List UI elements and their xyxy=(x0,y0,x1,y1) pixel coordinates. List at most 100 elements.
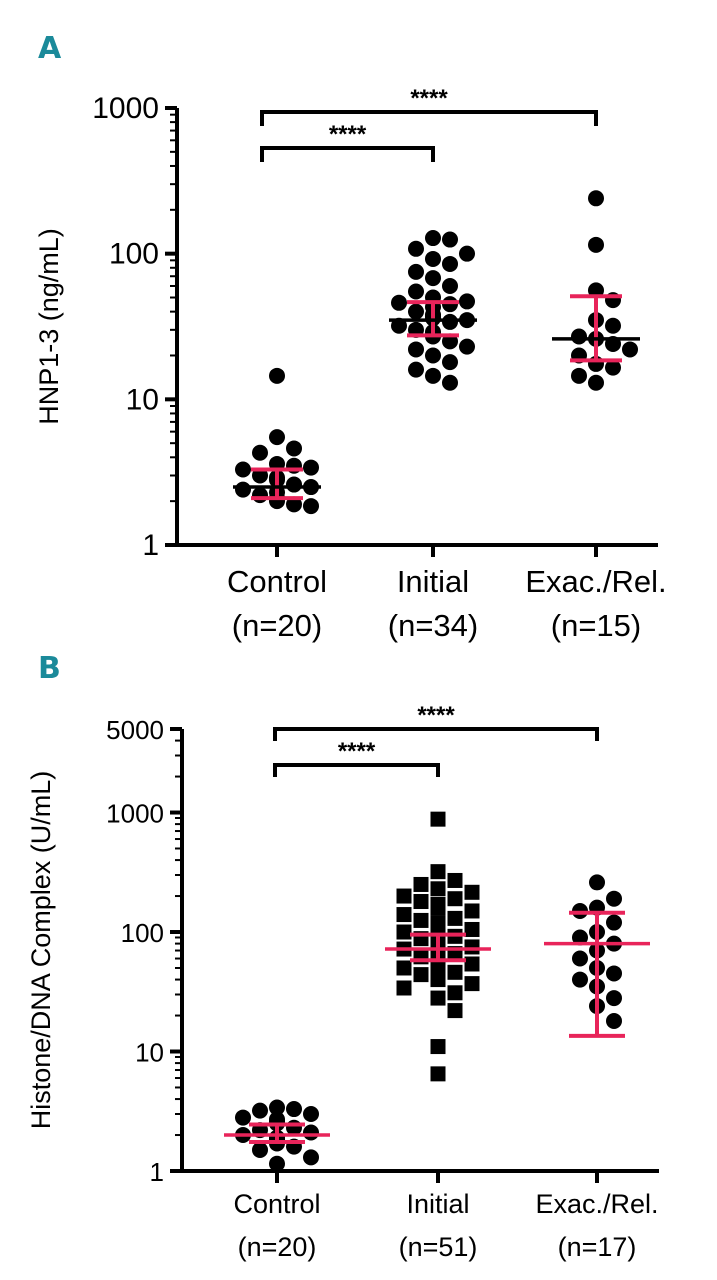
data-point xyxy=(408,361,424,378)
data-point xyxy=(252,1102,268,1119)
category-label: Exac./Rel. xyxy=(525,564,666,599)
data-point xyxy=(459,338,475,355)
y-tick-label: 10 xyxy=(126,383,159,416)
data-point xyxy=(622,341,638,358)
data-point xyxy=(396,960,412,976)
data-point xyxy=(252,1141,268,1158)
y-tick-label: 10 xyxy=(135,1038,164,1068)
data-point xyxy=(572,950,588,967)
data-point xyxy=(464,884,480,900)
data-point xyxy=(464,939,480,955)
significance-label: **** xyxy=(329,121,367,148)
data-point xyxy=(303,498,319,515)
data-point xyxy=(464,903,480,919)
data-point xyxy=(571,367,587,384)
data-point xyxy=(589,874,605,891)
data-point xyxy=(286,1101,302,1118)
significance-label: **** xyxy=(417,702,455,729)
data-point xyxy=(408,263,424,280)
data-point xyxy=(606,1013,622,1030)
data-point xyxy=(442,277,458,294)
significance-bracket xyxy=(260,146,435,162)
category-n-label: (n=20) xyxy=(238,1232,317,1262)
data-point xyxy=(464,956,480,972)
data-point xyxy=(442,374,458,391)
data-point xyxy=(606,990,622,1007)
data-point xyxy=(396,980,412,996)
data-point xyxy=(430,972,446,988)
category-n-label: (n=20) xyxy=(232,608,322,643)
data-point xyxy=(408,303,424,320)
category-label: Exac./Rel. xyxy=(535,1189,658,1219)
category-n-label: (n=15) xyxy=(551,608,641,643)
data-point xyxy=(605,317,621,334)
data-point xyxy=(588,236,604,253)
data-point xyxy=(303,1105,319,1122)
data-point xyxy=(303,459,319,476)
data-point xyxy=(303,1124,319,1141)
y-tick-label: 1000 xyxy=(92,92,159,125)
panel-a-chart: 1 10 100 1000 HNP1-3 (ng/mL) Control (n=20) Ini… xyxy=(34,85,667,643)
data-point xyxy=(235,461,251,478)
data-point xyxy=(572,971,588,988)
significance-bracket xyxy=(260,110,598,126)
significance-bracket xyxy=(273,727,599,741)
data-point xyxy=(235,1109,251,1126)
data-point xyxy=(447,872,463,888)
data-point xyxy=(269,367,285,384)
category-n-label: (n=34) xyxy=(388,608,478,643)
data-point xyxy=(464,921,480,937)
data-point xyxy=(430,864,446,880)
data-point xyxy=(303,1149,319,1166)
data-point xyxy=(408,283,424,300)
data-point xyxy=(442,333,458,350)
data-point xyxy=(447,910,463,926)
data-point xyxy=(425,250,441,267)
y-axis-title: HNP1-3 (ng/mL) xyxy=(34,228,64,425)
data-point xyxy=(408,341,424,358)
data-point xyxy=(464,976,480,992)
data-point xyxy=(269,429,285,446)
data-point xyxy=(430,990,446,1006)
data-point xyxy=(269,1155,285,1172)
data-point xyxy=(606,890,622,907)
category-label: Control xyxy=(233,1189,320,1219)
data-point xyxy=(252,467,268,484)
data-point xyxy=(430,1039,446,1055)
data-point xyxy=(425,230,441,247)
data-point xyxy=(391,294,407,311)
data-point xyxy=(571,328,587,345)
category-n-label: (n=51) xyxy=(399,1232,478,1262)
data-point xyxy=(605,359,621,376)
data-point xyxy=(269,1099,285,1116)
data-point xyxy=(459,293,475,310)
panel-b-chart: 1 10 100 1000 5000 Histone/DNA Complex (U/mL)… xyxy=(26,702,659,1262)
data-point xyxy=(442,313,458,330)
data-point xyxy=(413,876,429,892)
data-point xyxy=(396,924,412,940)
data-point xyxy=(425,347,441,364)
significance-bracket xyxy=(273,763,440,777)
y-tick-label: 100 xyxy=(109,238,159,271)
data-point xyxy=(430,1066,446,1082)
data-point xyxy=(252,444,268,461)
y-axis-title: Histone/DNA Complex (U/mL) xyxy=(26,771,56,1130)
data-point xyxy=(396,907,412,923)
data-point xyxy=(442,354,458,371)
data-point xyxy=(572,929,588,946)
data-point xyxy=(442,255,458,272)
data-point xyxy=(447,891,463,907)
significance-label: **** xyxy=(410,85,448,112)
data-point xyxy=(430,900,446,916)
category-label: Initial xyxy=(397,564,469,599)
category-label: Control xyxy=(227,564,327,599)
data-point xyxy=(413,894,429,910)
data-point xyxy=(588,374,604,391)
data-point xyxy=(413,967,429,983)
data-point xyxy=(425,367,441,384)
panel-letter-b: B xyxy=(38,651,61,686)
data-point xyxy=(408,240,424,257)
data-point xyxy=(396,888,412,904)
data-point xyxy=(430,811,446,827)
